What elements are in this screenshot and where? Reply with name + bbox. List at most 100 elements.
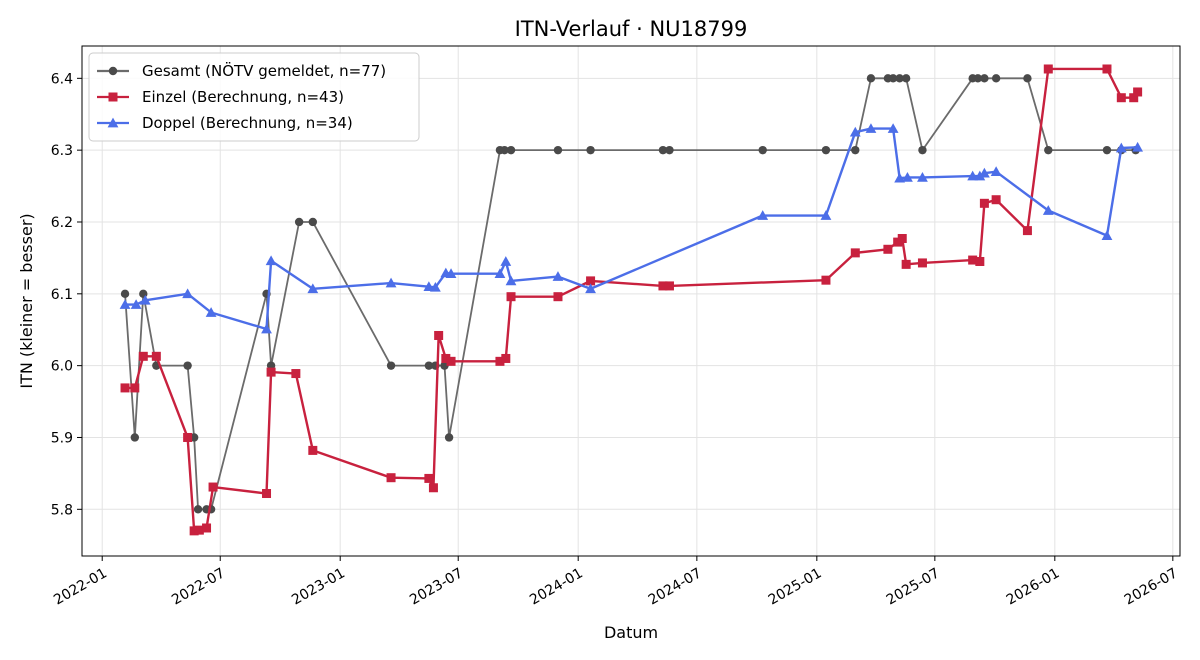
x-tick-label: 2024-07 <box>646 565 705 608</box>
x-tick-label: 2022-07 <box>169 565 228 608</box>
data-point <box>308 217 318 227</box>
data-point <box>130 383 140 393</box>
data-point <box>262 489 272 499</box>
y-tick-label: 6.3 <box>51 143 73 159</box>
data-point <box>423 281 435 291</box>
data-point <box>990 166 1002 177</box>
data-point <box>261 323 272 334</box>
data-point <box>183 432 193 442</box>
series-layer <box>119 64 1144 536</box>
x-tick-label: 2024-01 <box>527 565 586 608</box>
data-point <box>120 289 130 299</box>
data-point <box>883 244 893 254</box>
legend-label: Doppel (Berechnung, n=34) <box>142 114 353 132</box>
data-point <box>902 172 913 182</box>
data-point <box>552 271 564 281</box>
data-point <box>119 299 131 309</box>
legend: Gesamt (NÖTV gemeldet, n=77) Einzel (Bere… <box>88 52 420 142</box>
plot-frame <box>81 45 1181 557</box>
data-point <box>980 74 989 83</box>
data-point <box>665 145 674 155</box>
data-point <box>494 268 506 279</box>
data-point <box>266 367 276 377</box>
data-point <box>821 275 831 285</box>
x-tick-label: 2025-01 <box>766 565 825 608</box>
data-point <box>444 433 454 442</box>
data-point <box>820 210 832 220</box>
data-point <box>386 361 396 370</box>
legend-marker <box>108 66 118 76</box>
data-point <box>553 292 563 302</box>
data-point <box>968 255 978 265</box>
y-tick-label: 6.4 <box>51 71 73 87</box>
data-point <box>1043 64 1053 74</box>
data-point <box>1102 64 1112 74</box>
y-tick-label: 6.2 <box>51 215 73 231</box>
y-tick-label: 6.1 <box>51 287 73 303</box>
data-point <box>434 330 444 340</box>
grid-lines <box>82 46 1180 556</box>
x-axis: 2022-01 2022-07 2023-01 2023-07 2024-01 2024-… <box>51 556 1180 608</box>
data-point <box>139 294 151 305</box>
data-point <box>973 74 983 83</box>
data-point <box>974 170 986 181</box>
data-point <box>1023 74 1032 83</box>
data-point <box>991 195 1001 205</box>
data-point <box>500 256 512 266</box>
data-point <box>757 210 769 220</box>
legend-label: Einzel (Berechnung, n=43) <box>142 88 344 106</box>
data-point <box>887 123 899 133</box>
legend-label: Gesamt (NÖTV gemeldet, n=77) <box>142 61 386 80</box>
chart-title: ITN-Verlauf · NU18799 <box>515 17 748 41</box>
x-tick-label: 2023-01 <box>289 565 348 608</box>
y-tick-label: 6.0 <box>51 359 73 375</box>
data-point <box>895 74 904 83</box>
series-triangle <box>119 123 1144 334</box>
data-point <box>495 356 505 366</box>
data-point <box>183 361 192 370</box>
data-point <box>821 145 831 155</box>
data-point <box>1115 142 1127 153</box>
data-point <box>307 283 319 294</box>
legend-entry: Gesamt (NÖTV gemeldet, n=77) <box>97 61 386 80</box>
data-point <box>865 123 877 133</box>
data-point <box>120 383 130 393</box>
data-point <box>189 526 199 536</box>
data-point <box>385 277 397 288</box>
series-line <box>125 127 1138 331</box>
data-point <box>894 172 906 183</box>
data-point <box>758 145 767 155</box>
x-tick-label: 2025-07 <box>884 565 943 608</box>
data-point <box>1132 141 1144 152</box>
data-point <box>658 281 668 291</box>
data-point <box>866 74 876 83</box>
data-point <box>917 172 928 182</box>
x-tick-label: 2026-01 <box>1004 565 1063 608</box>
data-point <box>849 126 861 137</box>
data-point <box>500 145 509 155</box>
data-point <box>501 353 511 363</box>
legend-entry: Einzel (Berechnung, n=43) <box>97 88 344 106</box>
data-point <box>978 167 990 178</box>
data-point <box>1042 205 1054 215</box>
data-point <box>182 288 194 299</box>
data-point <box>888 74 898 83</box>
data-point <box>424 473 434 483</box>
data-point <box>505 275 517 286</box>
data-point <box>975 256 985 266</box>
data-point <box>586 145 595 155</box>
legend-marker <box>107 117 119 128</box>
data-point <box>506 145 516 155</box>
data-point <box>1101 230 1113 240</box>
data-point <box>850 248 860 258</box>
data-point <box>428 483 438 493</box>
data-point <box>294 217 304 227</box>
data-point <box>967 170 979 181</box>
data-point <box>386 473 396 483</box>
data-point <box>446 356 456 366</box>
data-point <box>586 276 596 286</box>
x-tick-label: 2026-07 <box>1122 565 1181 608</box>
data-point <box>553 145 563 155</box>
data-point <box>658 145 668 155</box>
